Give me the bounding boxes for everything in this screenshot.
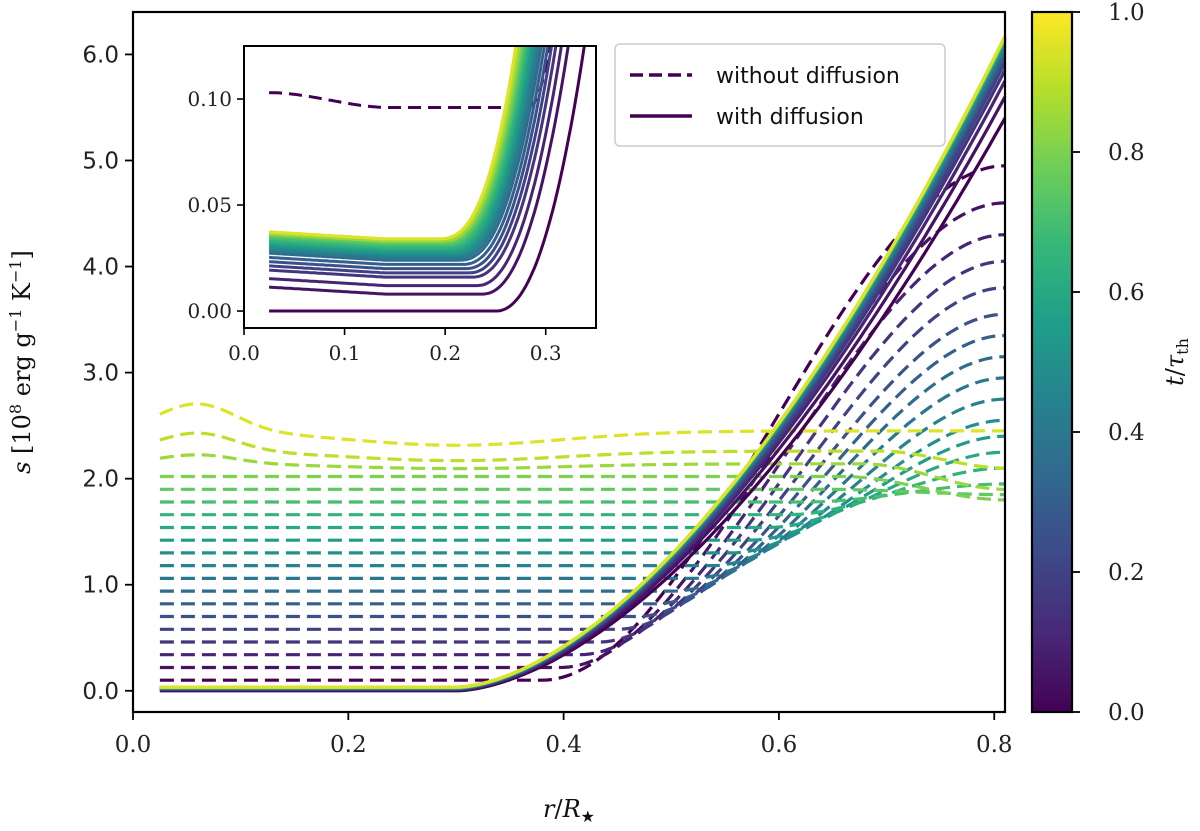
inset-x-tick-label: 0.3 [530,341,562,365]
dashed-series-line [159,201,1006,670]
dashed-series-line [159,431,1006,470]
y-tick-label: 0.0 [82,679,119,705]
main-plot-frame [131,10,1007,714]
inset-solid-series-line [269,46,554,275]
inset-solid-series-line [269,46,525,245]
x-tick-label: 0.8 [976,732,1013,758]
inset-y-tick-label: 0.05 [187,193,232,217]
inset-solid-series-line [269,46,535,256]
dashed-series-line [159,355,1006,593]
dashed-series-line [159,333,1006,606]
inset-plot-lines [268,46,586,313]
dashed-series-line [159,312,1006,619]
dashed-series-line [159,487,1005,497]
inset-solid-series-line [269,46,531,251]
inset-solid-series-line [269,46,550,271]
colorbar-tick-label: 0.4 [1108,420,1145,446]
inset-y-axis-ticks: 0.00 0.05 0.10 [187,87,244,323]
solid-series-line [159,35,1007,689]
dashed-series-line [159,286,1006,631]
inset-solid-series-line [269,46,521,243]
x-tick-label: 0.6 [761,732,798,758]
inset-x-tick-label: 0.1 [329,341,361,365]
inset-solid-series-line [269,46,543,262]
dashed-series-line [159,482,1005,504]
dashed-series-line [159,450,1006,530]
inset-x-axis-ticks: 0.0 0.1 0.2 0.3 [228,328,562,365]
inset-solid-series-line [269,46,570,296]
inset-solid-series-line [269,46,563,288]
y-tick-label: 2.0 [82,467,119,493]
legend-label-with-diffusion: with diffusion [716,105,864,130]
colorbar-ticks: 0.0 0.2 0.4 0.6 0.8 1.0 [1072,0,1145,726]
inset-frame [243,45,597,329]
dashed-series-line [159,466,1005,517]
y-axis-ticks: 0.0 1.0 2.0 3.0 4.0 5.0 6.0 [82,42,133,705]
x-tick-label: 0.0 [115,732,152,758]
y-tick-label: 4.0 [82,255,119,281]
colorbar-tick-label: 1.0 [1108,0,1145,26]
dashed-series-line [159,164,1006,682]
x-tick-label: 0.2 [330,732,367,758]
x-tick-label: 0.4 [545,732,582,758]
colorbar-tick-label: 0.0 [1108,700,1145,726]
dashed-series-line [159,402,1005,447]
legend-label-without-diffusion: without diffusion [716,64,900,89]
inset-solid-series-line [268,46,538,258]
y-tick-label: 1.0 [82,573,119,599]
inset-solid-series-line [269,46,518,241]
legend: without diffusion with diffusion [614,43,946,147]
inset-solid-series-line [269,46,529,249]
inset-solid-series-line [269,46,546,266]
inset-solid-series-line [269,46,586,313]
dashed-series-line [159,453,1006,491]
inset-x-tick-label: 0.2 [429,341,461,365]
inset-x-tick-label: 0.0 [228,341,260,365]
y-tick-label: 6.0 [82,42,119,68]
dashed-series-line [159,434,1006,542]
dashed-series-line [159,397,1006,568]
colorbar-tick-label: 0.8 [1108,140,1145,166]
y-tick-label: 3.0 [82,361,119,387]
colorbar-gradient [1032,12,1072,712]
inset-solid-series-line [269,46,540,260]
inset-y-tick-label: 0.00 [187,299,232,323]
colorbar-frame [1030,10,1074,714]
y-axis-label: s [108 erg g−1 K−1] [6,250,36,474]
y-tick-label: 5.0 [82,148,119,174]
colorbar-label: t/τth [1161,338,1192,386]
colorbar-tick-label: 0.2 [1108,560,1145,586]
main-plot-lines [159,35,1007,693]
colorbar-tick-label: 0.6 [1108,280,1145,306]
inset-solid-series-line [268,46,558,279]
dashed-series-line [159,474,1006,502]
x-axis-ticks: 0.0 0.2 0.4 0.6 0.8 [115,712,1013,758]
x-axis-label: r/R★ [543,795,595,826]
legend-box [614,43,946,147]
inset-solid-series-line [268,46,527,247]
inset-solid-series-line [269,46,533,254]
inset-y-tick-label: 0.10 [187,87,232,111]
